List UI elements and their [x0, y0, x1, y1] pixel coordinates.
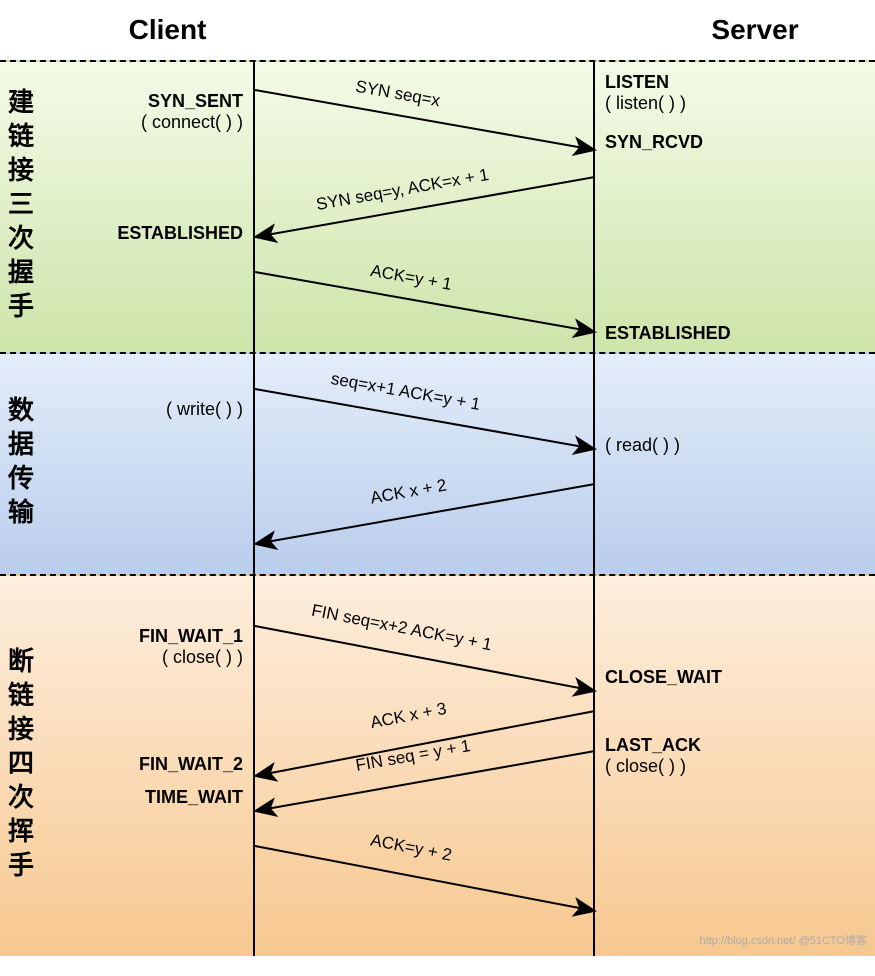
state-established-server: ESTABLISHED: [605, 323, 731, 344]
fn-connect: ( connect( ) ): [141, 112, 243, 133]
arrow-ack1: [255, 252, 593, 352]
fn-write: ( write( ) ): [166, 399, 243, 420]
header: Client Server: [0, 0, 875, 60]
state-syn-rcvd: SYN_RCVD: [605, 132, 703, 153]
state-fin-wait-1: FIN_WAIT_1: [139, 626, 243, 647]
fn-read: ( read( ) ): [605, 435, 680, 456]
arrow-data: [255, 354, 593, 464]
fn-listen: ( listen( ) ): [605, 93, 686, 114]
state-time-wait: TIME_WAIT: [145, 787, 243, 808]
section-wave: 断链接四次挥手 FIN_WAIT_1 ( close( ) ) FIN seq=…: [0, 574, 875, 956]
state-syn-sent: SYN_SENT: [148, 91, 243, 112]
arrow-syn: [255, 62, 593, 162]
section-transfer: 数据传输 ( write( ) ) seq=x+1 ACK=y + 1 ( re…: [0, 352, 875, 574]
state-listen: LISTEN: [605, 72, 669, 93]
fn-close-server: ( close( ) ): [605, 756, 686, 777]
state-fin-wait-2: FIN_WAIT_2: [139, 754, 243, 775]
section-handshake: 建链接三次握手 SYN_SENT ( connect( ) ) SYN seq=…: [0, 60, 875, 352]
watermark: http://blog.csdn.net/ @51CTO博客: [700, 932, 868, 948]
header-client: Client: [40, 14, 295, 46]
header-server: Server: [635, 14, 875, 46]
state-last-ack: LAST_ACK: [605, 735, 701, 756]
state-close-wait: CLOSE_WAIT: [605, 667, 722, 688]
state-established-client: ESTABLISHED: [117, 223, 243, 244]
arrow-ack4: [255, 816, 593, 956]
fn-close-client: ( close( ) ): [162, 647, 243, 668]
